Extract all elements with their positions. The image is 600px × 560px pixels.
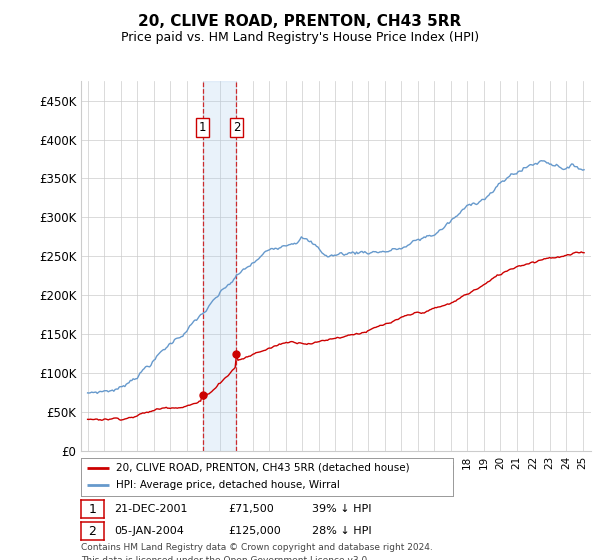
Text: 05-JAN-2004: 05-JAN-2004 (114, 526, 184, 536)
Text: Price paid vs. HM Land Registry's House Price Index (HPI): Price paid vs. HM Land Registry's House … (121, 31, 479, 44)
Text: 2: 2 (88, 525, 97, 538)
Text: Contains HM Land Registry data © Crown copyright and database right 2024.: Contains HM Land Registry data © Crown c… (81, 543, 433, 552)
Text: £71,500: £71,500 (228, 504, 274, 514)
Text: 1: 1 (199, 122, 206, 134)
Text: 1: 1 (88, 502, 97, 516)
Text: £125,000: £125,000 (228, 526, 281, 536)
Text: 20, CLIVE ROAD, PRENTON, CH43 5RR: 20, CLIVE ROAD, PRENTON, CH43 5RR (139, 14, 461, 29)
Text: 2: 2 (233, 122, 240, 134)
Text: 39% ↓ HPI: 39% ↓ HPI (312, 504, 371, 514)
Text: 21-DEC-2001: 21-DEC-2001 (114, 504, 187, 514)
Text: 20, CLIVE ROAD, PRENTON, CH43 5RR (detached house): 20, CLIVE ROAD, PRENTON, CH43 5RR (detac… (116, 463, 410, 473)
Text: 28% ↓ HPI: 28% ↓ HPI (312, 526, 371, 536)
Text: This data is licensed under the Open Government Licence v3.0.: This data is licensed under the Open Gov… (81, 556, 370, 560)
Bar (203, 81, 236, 451)
Text: HPI: Average price, detached house, Wirral: HPI: Average price, detached house, Wirr… (116, 480, 340, 491)
